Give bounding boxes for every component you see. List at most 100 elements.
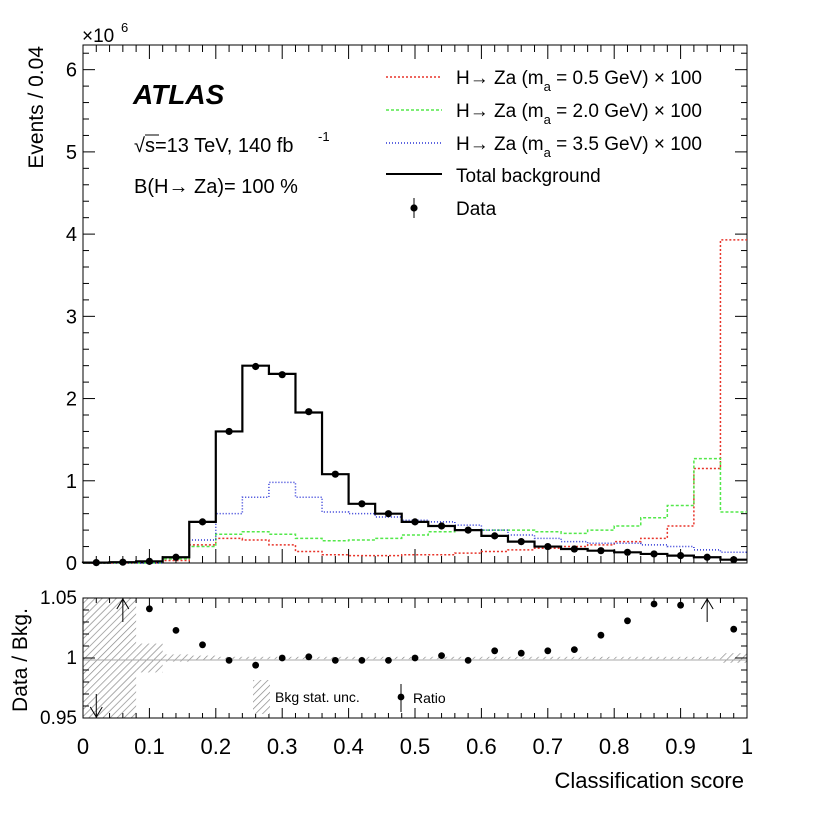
bkg-unc-band [136, 643, 163, 673]
main-y-tick-label: 3 [66, 306, 77, 328]
bkg-unc-band [162, 654, 190, 662]
x-tick-label: 0.3 [267, 734, 298, 759]
bkg-unc-band [189, 655, 216, 661]
ratio-y-tick-label: 1.05 [40, 588, 77, 609]
hist-background [81, 364, 747, 564]
data-point [464, 526, 472, 534]
ratio-point [570, 646, 578, 653]
ratio-y-axis-label: Data / Bkg. [9, 608, 32, 712]
legend-marker-ratio [397, 693, 405, 701]
data-point [358, 500, 366, 508]
bkg-unc-band [242, 656, 269, 660]
legend-swatch-bkg-unc [253, 680, 270, 714]
x-tick-label: 0 [77, 734, 89, 759]
lumi-exponent: -1 [318, 129, 330, 144]
hist-signal_05 [83, 239, 747, 564]
legend-item-signal-05: H→ Za (ma = 0.5 GeV) × 100 [386, 68, 702, 94]
ratio-point [650, 600, 658, 608]
legend-marker-data [410, 204, 418, 212]
hist-signal_35 [83, 481, 747, 564]
ratio-point [225, 657, 233, 664]
ratio-arrow-head [89, 706, 103, 718]
x-axis-label: Classification score [554, 768, 744, 793]
x-tick-label: 0.7 [533, 734, 564, 759]
data-point [119, 558, 127, 566]
main-frame [82, 44, 748, 564]
hist-signal_20 [83, 457, 747, 564]
ratio-point [358, 657, 366, 664]
data-point [92, 558, 100, 567]
legend-label-data: Data [456, 199, 497, 220]
main-panel: 0 1 2 3 4 5 6 ×10 6 Events / 0.04 ATLAS √ s=13… [25, 20, 748, 575]
legend-item-signal-35: H→ Za (ma = 3.5 GeV) × 100 [386, 134, 702, 160]
bkg-unc-band [640, 656, 668, 660]
main-y-tick-label: 1 [66, 471, 77, 493]
ratio-point [252, 661, 260, 669]
bkg-unc-band [720, 653, 747, 663]
main-y-tick-label: 2 [66, 389, 77, 411]
x-tick-label: 1 [741, 734, 753, 759]
data-point [305, 408, 313, 416]
bkg-unc-band [481, 656, 508, 660]
branching-ratio-label: B(H→ Za)= 100 % [134, 176, 298, 198]
main-y-tick-label: 5 [66, 142, 77, 164]
ratio-y-tick-label: 0.95 [40, 708, 77, 729]
legend-item-signal-20: H→ Za (ma = 2.0 GeV) × 100 [386, 101, 702, 127]
legend-label-bkg-unc: Bkg stat. unc. [275, 689, 360, 705]
legend-label-signal-05: H→ Za (ma = 0.5 GeV) × 100 [456, 68, 702, 94]
data-point [544, 542, 552, 551]
ratio-point [544, 647, 552, 655]
data-point [677, 552, 685, 560]
sqrt-symbol: √ [134, 135, 145, 157]
legend-label-background: Total background [456, 166, 601, 187]
data-point [650, 550, 658, 558]
data-point [623, 548, 632, 556]
ratio-point [730, 625, 738, 633]
y-scale-factor: ×10 [82, 26, 114, 47]
data-point [570, 545, 578, 553]
ratio-point [517, 649, 525, 657]
legend-item-background: Total background [386, 166, 601, 187]
ratio-point [677, 601, 684, 609]
bkg-unc-band [534, 656, 562, 660]
ratio-y-tick-label: 1 [66, 648, 77, 669]
main-y-tick-label: 4 [66, 224, 77, 246]
y-scale-exponent: 6 [121, 20, 128, 35]
ratio-arrow-head [116, 598, 130, 610]
data-point [225, 427, 233, 436]
ratio-point [411, 654, 419, 662]
atlas-label: ATLAS [132, 79, 225, 110]
data-point [278, 371, 286, 379]
ratio-point [491, 647, 499, 655]
data-point [703, 553, 711, 561]
main-y-tick-label: 0 [66, 553, 77, 575]
data-point [384, 510, 393, 518]
data-point [517, 538, 525, 546]
bkg-unc-band [693, 656, 721, 660]
ratio-point [331, 657, 339, 664]
data-point [252, 362, 260, 371]
ratio-point [199, 641, 206, 649]
energy-lumi-label: s=13 TeV, 140 fb [145, 135, 293, 157]
main-y-tick-label: 6 [66, 60, 77, 82]
ratio-point [146, 605, 153, 613]
ratio-arrow-head [700, 598, 714, 610]
data-point [491, 532, 499, 540]
ratio-point [305, 653, 313, 661]
main-legend: H→ Za (ma = 0.5 GeV) × 100 H→ Za (ma = 2… [386, 68, 702, 220]
bkg-unc-band [614, 656, 641, 660]
bkg-unc-band [667, 656, 694, 660]
ratio-point [278, 654, 286, 662]
ratio-point [464, 657, 472, 664]
data-point [331, 470, 339, 478]
legend-label-signal-20: H→ Za (ma = 2.0 GeV) × 100 [456, 101, 702, 127]
x-tick-label: 0.5 [400, 734, 431, 759]
data-point [411, 518, 419, 526]
ratio-point [172, 627, 180, 634]
data-point [597, 547, 605, 555]
x-tick-label: 0.8 [599, 734, 630, 759]
data-point [198, 518, 207, 526]
x-tick-label: 0.6 [466, 734, 497, 759]
